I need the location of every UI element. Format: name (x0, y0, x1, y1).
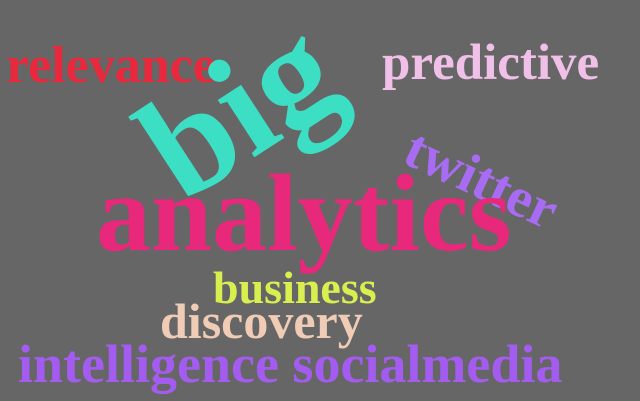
word-business: business (213, 262, 377, 313)
word-relevance: relevance (6, 37, 216, 94)
word-discovery: discovery (160, 293, 363, 349)
word-analytics: analytics (96, 152, 512, 274)
word-intelligence-socialmedia: intelligence socialmedia (18, 334, 563, 394)
word-predictive: predictive (382, 35, 600, 91)
